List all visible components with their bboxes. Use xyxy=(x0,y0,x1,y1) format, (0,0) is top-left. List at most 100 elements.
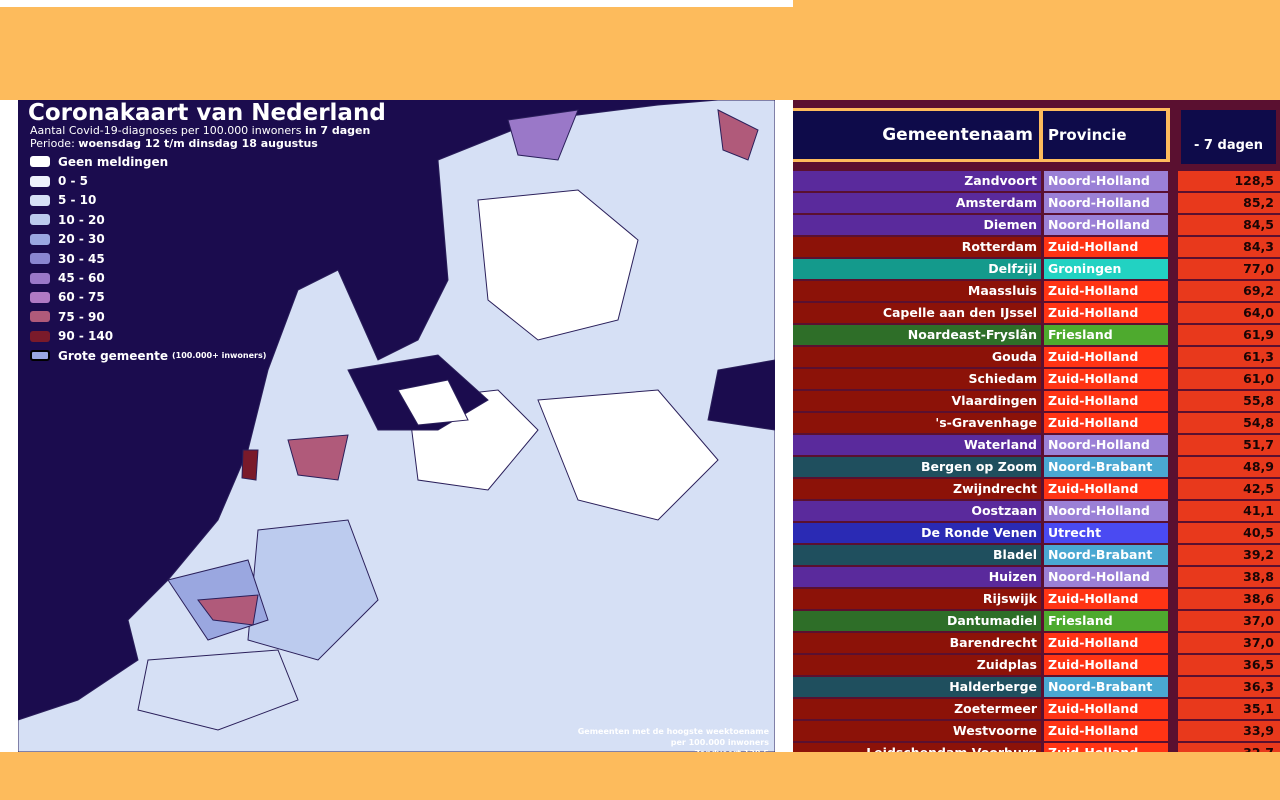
week-value: 55,8 xyxy=(1178,391,1280,411)
week-value: 35,1 xyxy=(1178,699,1280,719)
map-period: Periode: woensdag 12 t/m dinsdag 18 augu… xyxy=(30,137,318,150)
municipality: Schiedam xyxy=(793,369,1041,389)
top-banner xyxy=(0,7,1280,100)
municipality: Zuidplas xyxy=(793,655,1041,675)
legend-label: Geen meldingen xyxy=(58,154,169,169)
legend-label: 20 - 30 xyxy=(58,232,105,247)
legend-item: 30 - 45 xyxy=(30,249,266,268)
municipality: Rijswijk xyxy=(793,589,1041,609)
region xyxy=(137,649,299,731)
province: Zuid-Holland xyxy=(1044,237,1168,257)
municipality: Huizen xyxy=(793,567,1041,587)
province: Zuid-Holland xyxy=(1044,743,1168,752)
week-value: 61,3 xyxy=(1178,347,1280,367)
municipality: Capelle aan den IJssel xyxy=(793,303,1041,323)
table-row: Westvoorne Zuid-Holland 33,9 xyxy=(793,721,1280,741)
week-value: 61,9 xyxy=(1178,325,1280,345)
municipality: Zandvoort xyxy=(793,171,1041,191)
municipality: Barendrecht xyxy=(793,633,1041,653)
province: Noord-Brabant xyxy=(1044,457,1168,477)
table-row: Bladel Noord-Brabant 39,2 xyxy=(793,545,1280,565)
week-value: 54,8 xyxy=(1178,413,1280,433)
province: Zuid-Holland xyxy=(1044,391,1168,411)
table-row: Rijswijk Zuid-Holland 38,6 xyxy=(793,589,1280,609)
week-value: 38,8 xyxy=(1178,567,1280,587)
footnote-line: Gemeenten met de hoogste weektoename xyxy=(577,727,769,736)
legend-label: 30 - 45 xyxy=(58,251,105,266)
table-row: Zwijndrecht Zuid-Holland 42,5 xyxy=(793,479,1280,499)
table-row: Noardeast-Fryslân Friesland 61,9 xyxy=(793,325,1280,345)
municipality: Delfzijl xyxy=(793,259,1041,279)
legend-label: 10 - 20 xyxy=(58,212,105,227)
province: Zuid-Holland xyxy=(1044,347,1168,367)
week-value: 85,2 xyxy=(1178,193,1280,213)
table-row: Schiedam Zuid-Holland 61,0 xyxy=(793,369,1280,389)
week-value: 77,0 xyxy=(1178,259,1280,279)
legend: Geen meldingen 0 - 5 5 - 10 10 - 20 20 - 30 3… xyxy=(30,152,266,365)
period-label: Periode: xyxy=(30,137,75,150)
week-value: 128,5 xyxy=(1178,171,1280,191)
municipality: Gouda xyxy=(793,347,1041,367)
legend-note: (100.000+ inwoners) xyxy=(172,351,267,361)
legend-swatch xyxy=(30,253,50,265)
municipality: Bladel xyxy=(793,545,1041,565)
province: Zuid-Holland xyxy=(1044,281,1168,301)
week-value: 84,5 xyxy=(1178,215,1280,235)
week-value: 37,0 xyxy=(1178,611,1280,631)
table-row: De Ronde Venen Utrecht 40,5 xyxy=(793,523,1280,543)
province: Noord-Holland xyxy=(1044,501,1168,521)
table-row: Amsterdam Noord-Holland 85,2 xyxy=(793,193,1280,213)
table-row: Rotterdam Zuid-Holland 84,3 xyxy=(793,237,1280,257)
province: Friesland xyxy=(1044,325,1168,345)
week-value: 38,6 xyxy=(1178,589,1280,609)
province: Noord-Holland xyxy=(1044,215,1168,235)
legend-item: 20 - 30 xyxy=(30,230,266,249)
municipality: De Ronde Venen xyxy=(793,523,1041,543)
province: Groningen xyxy=(1044,259,1168,279)
province: Zuid-Holland xyxy=(1044,369,1168,389)
table-row: Delfzijl Groningen 77,0 xyxy=(793,259,1280,279)
province: Zuid-Holland xyxy=(1044,655,1168,675)
table-row: Vlaardingen Zuid-Holland 55,8 xyxy=(793,391,1280,411)
province: Zuid-Holland xyxy=(1044,303,1168,323)
subtitle-text: Aantal Covid-19-diagnoses per 100.000 in… xyxy=(30,124,302,137)
week-value: 40,5 xyxy=(1178,523,1280,543)
week-value: 32,7 xyxy=(1178,743,1280,752)
week-value: 36,5 xyxy=(1178,655,1280,675)
region xyxy=(287,434,349,481)
province: Noord-Holland xyxy=(1044,435,1168,455)
week-value: 84,3 xyxy=(1178,237,1280,257)
municipality: 's-Gravenhage xyxy=(793,413,1041,433)
municipality: Diemen xyxy=(793,215,1041,235)
table-row: Dantumadiel Friesland 37,0 xyxy=(793,611,1280,631)
table-row: Halderberge Noord-Brabant 36,3 xyxy=(793,677,1280,697)
legend-swatch xyxy=(30,311,50,323)
municipality: Waterland xyxy=(793,435,1041,455)
table-row: Diemen Noord-Holland 84,5 xyxy=(793,215,1280,235)
week-value: 51,7 xyxy=(1178,435,1280,455)
municipality: Oostzaan xyxy=(793,501,1041,521)
table-row: Barendrecht Zuid-Holland 37,0 xyxy=(793,633,1280,653)
municipality: Maassluis xyxy=(793,281,1041,301)
legend-swatch xyxy=(30,194,50,206)
table-row: Zuidplas Zuid-Holland 36,5 xyxy=(793,655,1280,675)
legend-item: 75 - 90 xyxy=(30,307,266,326)
municipality: Rotterdam xyxy=(793,237,1041,257)
week-value: 36,3 xyxy=(1178,677,1280,697)
week-value: 41,1 xyxy=(1178,501,1280,521)
legend-item: 5 - 10 xyxy=(30,191,266,210)
legend-label: 5 - 10 xyxy=(58,193,97,208)
municipality: Amsterdam xyxy=(793,193,1041,213)
municipality: Bergen op Zoom xyxy=(793,457,1041,477)
legend-item: Grote gemeente (100.000+ inwoners) xyxy=(30,346,266,365)
banner-strip xyxy=(793,0,1280,7)
week-value: 69,2 xyxy=(1178,281,1280,301)
table-row: Maassluis Zuid-Holland 69,2 xyxy=(793,281,1280,301)
legend-item: 60 - 75 xyxy=(30,288,266,307)
period-text: woensdag 12 t/m dinsdag 18 augustus xyxy=(78,137,318,150)
legend-item: 90 - 140 xyxy=(30,327,266,346)
header-cell: - 7 dagen xyxy=(1181,110,1276,164)
table-row: Zandvoort Noord-Holland 128,5 xyxy=(793,171,1280,191)
map-title: Coronakaart van Nederland xyxy=(28,100,386,126)
province: Zuid-Holland xyxy=(1044,479,1168,499)
